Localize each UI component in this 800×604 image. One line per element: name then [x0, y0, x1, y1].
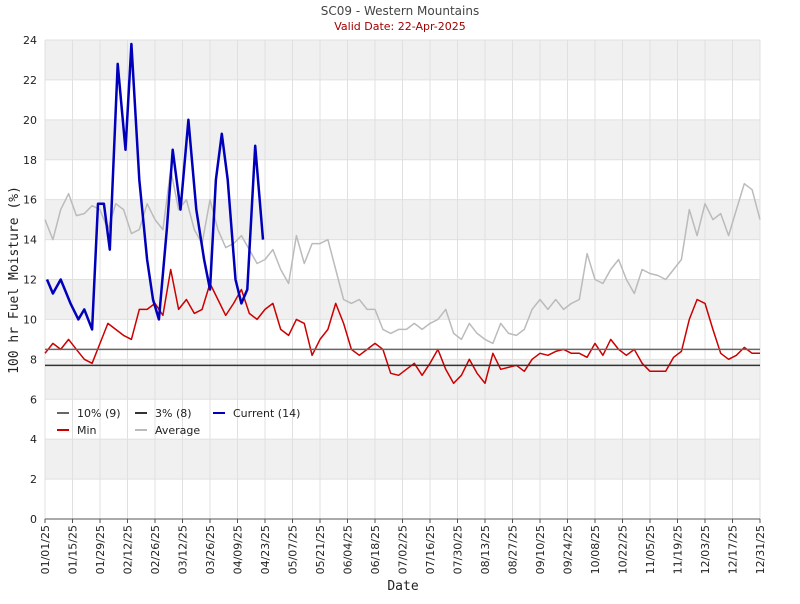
x-tick-label: 10/08/25: [589, 525, 602, 574]
x-tick-label: 07/16/25: [424, 525, 437, 574]
x-tick-label: 07/30/25: [452, 525, 465, 574]
series-line: [45, 42, 265, 331]
y-tick-label: 18: [23, 154, 37, 167]
y-tick-label: 24: [23, 34, 37, 47]
x-tick-label: 12/03/25: [699, 525, 712, 574]
x-tick-label: 12/17/25: [727, 525, 740, 574]
x-tick-label: 09/10/25: [534, 525, 547, 574]
x-tick-label: 08/13/25: [479, 525, 492, 574]
y-tick-label: 6: [30, 393, 37, 406]
x-tick-label: 04/23/25: [259, 525, 272, 574]
x-tick-label: 01/15/25: [67, 525, 80, 574]
x-tick-label: 03/26/25: [204, 525, 217, 574]
x-tick-label: 06/18/25: [369, 525, 382, 574]
legend-label: Current (14): [233, 407, 300, 420]
legend-label: Average: [155, 424, 200, 437]
x-tick-label: 05/21/25: [314, 525, 327, 574]
y-tick-label: 12: [23, 274, 37, 287]
x-tick-label: 11/19/25: [672, 525, 685, 574]
chart-title: SC09 - Western Mountains: [321, 4, 479, 18]
x-tick-label: 03/12/25: [177, 525, 190, 574]
legend-label: 3% (8): [155, 407, 192, 420]
y-tick-label: 4: [30, 433, 37, 446]
legend-label: Min: [77, 424, 97, 437]
x-tick-label: 07/02/25: [397, 525, 410, 574]
x-tick-label: 01/29/25: [94, 525, 107, 574]
series-line: [44, 268, 760, 385]
y-tick-label: 20: [23, 114, 37, 127]
x-tick-label: 01/01/25: [39, 525, 52, 574]
y-axis-label: 100 hr Fuel Moisture (%): [7, 186, 22, 374]
y-tick-label: 22: [23, 74, 37, 87]
x-tick-label: 12/31/25: [754, 525, 767, 574]
chart-subtitle: Valid Date: 22-Apr-2025: [334, 20, 466, 33]
x-tick-label: 04/09/25: [232, 525, 245, 574]
x-tick-label: 08/27/25: [507, 525, 520, 574]
y-tick-label: 2: [30, 473, 37, 486]
x-tick-label: 09/24/25: [562, 525, 575, 574]
y-tick-label: 16: [23, 194, 37, 207]
y-tick-label: 10: [23, 313, 37, 326]
x-tick-label: 05/07/25: [287, 525, 300, 574]
x-tick-label: 10/22/25: [617, 525, 630, 574]
y-tick-label: 8: [30, 353, 37, 366]
x-tick-label: 11/05/25: [644, 525, 657, 574]
x-axis-label: Date: [387, 579, 418, 594]
x-tick-label: 02/26/25: [149, 525, 162, 574]
x-tick-label: 06/04/25: [342, 525, 355, 574]
legend-label: 10% (9): [77, 407, 121, 420]
series-line: [44, 168, 761, 345]
x-tick-label: 02/12/25: [122, 525, 135, 574]
y-tick-label: 14: [23, 234, 37, 247]
y-tick-label: 0: [30, 513, 37, 526]
